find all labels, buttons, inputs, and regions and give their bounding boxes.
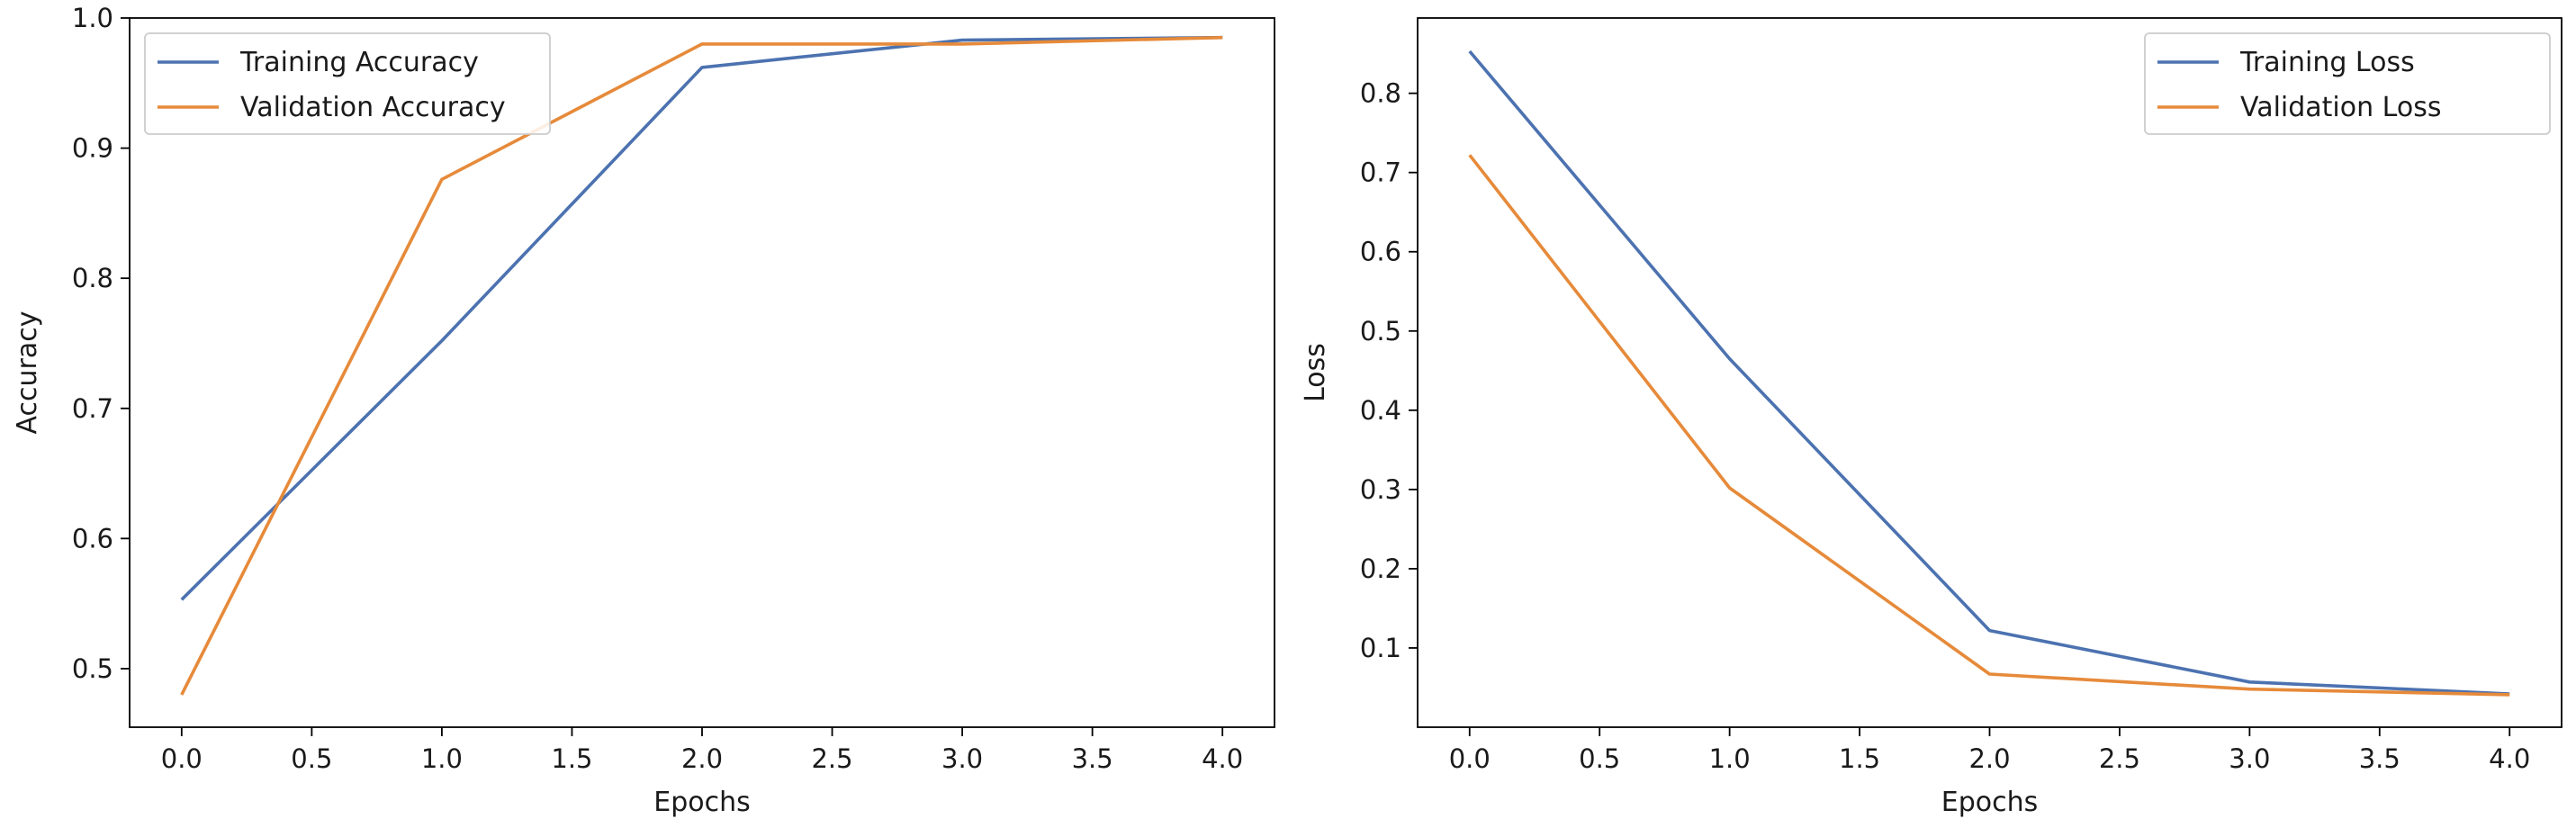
- series-line-1: [1468, 50, 2510, 696]
- legend-box: [2144, 32, 2551, 135]
- x-tick-label: 2.0: [1968, 743, 2010, 774]
- x-tick-label: 1.5: [1839, 743, 1880, 774]
- legend: Training Loss Validation Loss: [2144, 32, 2551, 135]
- y-tick-label: 0.8: [1360, 78, 1401, 109]
- y-tick-label: 0.9: [72, 133, 113, 164]
- y-tick-label: 0.8: [72, 263, 113, 293]
- x-tick-label: 2.0: [681, 743, 723, 774]
- x-tick-label: 2.5: [2099, 743, 2140, 774]
- x-tick-label: 1.5: [551, 743, 592, 774]
- series-line-2: [180, 35, 1223, 696]
- legend-label: Validation Loss: [2240, 92, 2441, 123]
- y-tick-label: 1.0: [72, 3, 113, 33]
- series-line-2: [1468, 154, 2510, 697]
- y-tick-label: 0.1: [1360, 633, 1401, 663]
- y-tick-label: 0.5: [1360, 316, 1401, 346]
- x-axis-label: Epochs: [1941, 787, 2039, 818]
- y-axis-label: Accuracy: [12, 311, 43, 435]
- y-tick-label: 0.4: [1360, 395, 1401, 426]
- x-tick-label: 0.5: [291, 743, 332, 774]
- legend: Training Accuracy Validation Accuracy: [144, 32, 551, 135]
- legend-label: Training Loss: [2239, 47, 2415, 78]
- x-tick-label: 4.0: [2489, 743, 2530, 774]
- x-tick-label: 0.0: [1449, 743, 1491, 774]
- legend-box: [144, 32, 551, 135]
- x-tick-label: 3.5: [2359, 743, 2400, 774]
- x-tick-label: 2.5: [811, 743, 852, 774]
- x-tick-label: 4.0: [1202, 743, 1243, 774]
- y-tick-label: 0.6: [72, 523, 113, 554]
- y-tick-label: 0.5: [72, 653, 113, 684]
- x-tick-label: 1.0: [421, 743, 463, 774]
- series-line-1: [180, 35, 1223, 601]
- x-tick-label: 0.0: [161, 743, 203, 774]
- y-tick-label: 0.6: [1360, 237, 1401, 267]
- x-tick-label: 3.5: [1072, 743, 1113, 774]
- legend-label: Validation Accuracy: [240, 92, 506, 123]
- x-tick-label: 3.0: [941, 743, 983, 774]
- x-tick-label: 1.0: [1709, 743, 1751, 774]
- x-tick-label: 0.5: [1579, 743, 1620, 774]
- y-axis-label: Loss: [1300, 343, 1331, 402]
- chart-1: 0.0 0.5 1.0 1.5 2.0 2.5 3.0 3.5 4.0 0.5 0.6 0.7 0.8 0…: [12, 3, 1275, 818]
- chart-2: 0.0 0.5 1.0 1.5 2.0 2.5 3.0 3.5 4.0 0.1 0.2 0.3 0.4 0…: [1300, 17, 2562, 818]
- y-tick-label: 0.7: [1360, 158, 1401, 188]
- x-tick-label: 3.0: [2229, 743, 2270, 774]
- y-tick-label: 0.2: [1360, 554, 1401, 584]
- y-tick-label: 0.7: [72, 393, 113, 424]
- y-tick-label: 0.3: [1360, 474, 1401, 505]
- legend-label: Training Accuracy: [239, 47, 479, 78]
- x-axis-label: Epochs: [653, 787, 751, 818]
